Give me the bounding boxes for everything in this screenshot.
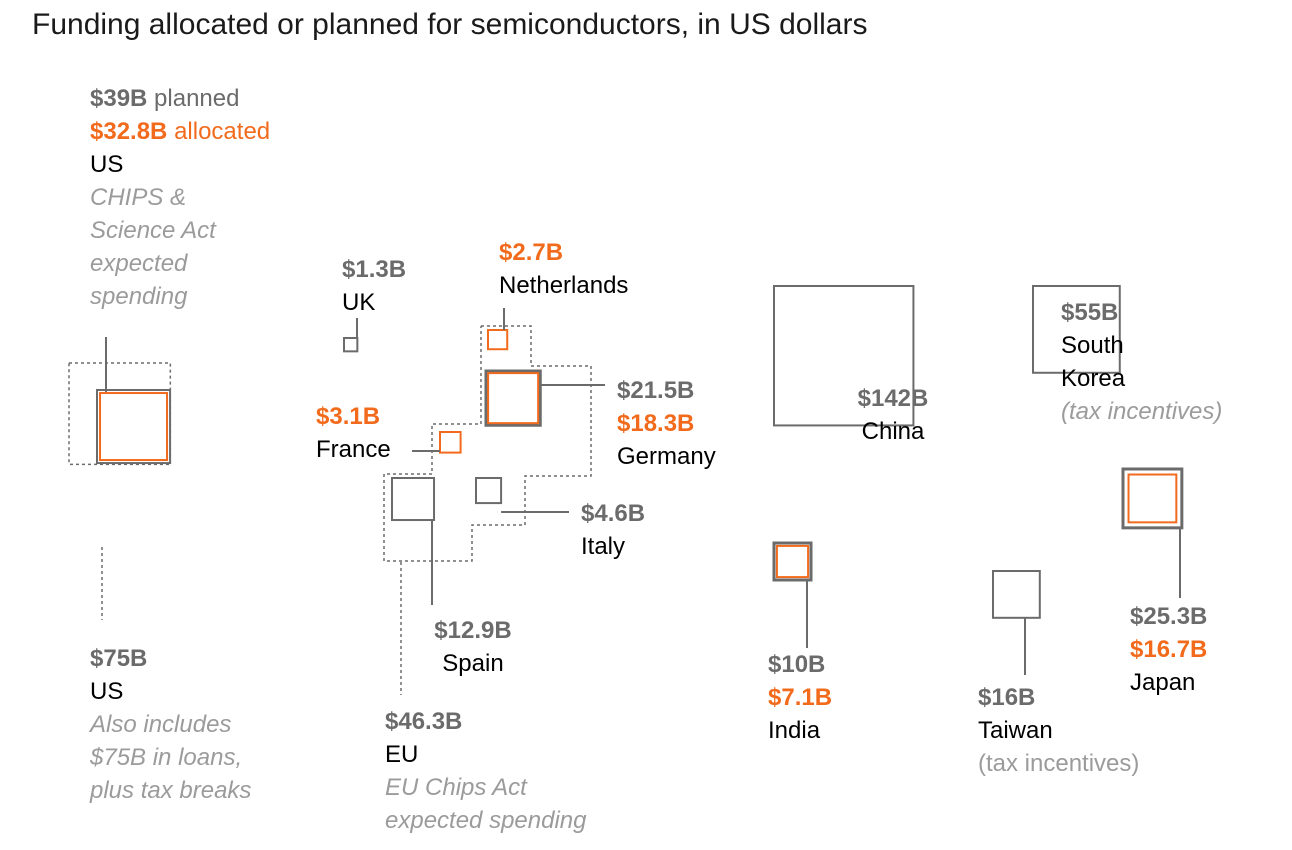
square-china: [773, 285, 915, 427]
country-south-korea-2: Korea: [1061, 365, 1126, 392]
square-spain: [391, 477, 436, 522]
country-china: China: [861, 418, 925, 445]
value-us-planned: $39B: [90, 85, 148, 112]
label-china: $142B China: [833, 382, 953, 448]
value-france: $3.1B: [316, 403, 381, 430]
value-japan-planned: $25.3B: [1130, 603, 1208, 630]
note-us-chips-2: Science Act: [90, 217, 216, 244]
label-eu: $46.3B EU EU Chips Act expected spending: [385, 705, 587, 837]
country-taiwan: Taiwan: [978, 717, 1053, 744]
label-spain: $12.9B Spain: [423, 614, 523, 680]
country-south-korea-1: South: [1061, 332, 1124, 359]
square-italy: [475, 477, 503, 505]
square-netherlands: [487, 329, 509, 351]
value-china: $142B: [857, 385, 929, 412]
value-italy: $4.6B: [581, 500, 646, 527]
outline-eu: [383, 325, 592, 562]
country-germany: Germany: [617, 443, 716, 470]
country-netherlands: Netherlands: [499, 272, 629, 299]
value-india-allocated: $7.1B: [768, 684, 833, 711]
square-india-planned: [772, 541, 813, 582]
note-eu-2: expected spending: [385, 807, 587, 834]
note-taiwan: (tax incentives): [978, 750, 1140, 777]
note-us-total-1: Also includes: [90, 711, 232, 738]
value-germany-planned: $21.5B: [617, 377, 695, 404]
square-us-planned: [96, 389, 172, 465]
square-us-total: [68, 362, 172, 466]
value-uk: $1.3B: [342, 256, 407, 283]
value-india-planned: $10B: [768, 651, 826, 678]
country-us: US: [90, 151, 124, 178]
value-japan-allocated: $16.7B: [1130, 636, 1208, 663]
label-italy: $4.6B Italy: [581, 497, 645, 563]
value-eu: $46.3B: [385, 708, 463, 735]
label-india: $10B $7.1B India: [768, 648, 832, 747]
square-uk: [343, 337, 359, 353]
value-taiwan: $16B: [978, 684, 1036, 711]
value-us-allocated: $32.8B: [90, 118, 168, 145]
value-south-korea: $55B: [1061, 299, 1119, 326]
label-uk: $1.3B UK: [342, 253, 406, 319]
label-south-korea: $55B South Korea (tax incentives): [1061, 296, 1222, 428]
label-taiwan: $16B Taiwan (tax incentives): [978, 681, 1139, 780]
square-taiwan: [992, 570, 1041, 619]
label-us-chips: $39B planned $32.8B allocated US CHIPS &…: [90, 82, 270, 313]
square-us-allocated: [99, 392, 169, 462]
value-netherlands: $2.7B: [499, 239, 564, 266]
value-germany-allocated: $18.3B: [617, 410, 695, 437]
square-india-allocated: [775, 544, 810, 579]
country-eu: EU: [385, 741, 419, 768]
square-south-korea: [1032, 285, 1121, 374]
label-japan: $25.3B $16.7B Japan: [1130, 600, 1207, 699]
label-netherlands: $2.7B Netherlands: [499, 236, 628, 302]
country-us-total: US: [90, 678, 124, 705]
square-germany-allocated: [487, 372, 540, 425]
country-france: France: [316, 436, 391, 463]
note-us-chips-4: spending: [90, 283, 188, 310]
note-south-korea: (tax incentives): [1061, 398, 1223, 425]
note-us-total-2: $75B in loans,: [90, 744, 243, 771]
note-eu-1: EU Chips Act: [385, 774, 527, 801]
country-spain: Spain: [442, 650, 504, 677]
square-germany-planned: [484, 369, 542, 427]
label-germany: $21.5B $18.3B Germany: [617, 374, 716, 473]
chart-title: Funding allocated or planned for semicon…: [32, 8, 868, 41]
square-japan-planned: [1121, 467, 1184, 530]
country-italy: Italy: [581, 533, 626, 560]
note-us-total-3: plus tax breaks: [90, 777, 252, 804]
label-france: $3.1B France: [316, 400, 391, 466]
word-allocated: allocated: [174, 118, 271, 145]
value-spain: $12.9B: [434, 617, 512, 644]
country-india: India: [768, 717, 821, 744]
square-france: [439, 431, 462, 454]
label-us-total: $75B US Also includes $75B in loans, plu…: [90, 642, 251, 807]
square-japan-allocated: [1127, 473, 1178, 524]
note-us-chips-3: expected: [90, 250, 188, 277]
word-planned: planned: [154, 85, 240, 112]
country-japan: Japan: [1130, 669, 1196, 696]
note-us-chips-1: CHIPS &: [90, 184, 187, 211]
value-us-total: $75B: [90, 645, 148, 672]
country-uk: UK: [342, 289, 376, 316]
